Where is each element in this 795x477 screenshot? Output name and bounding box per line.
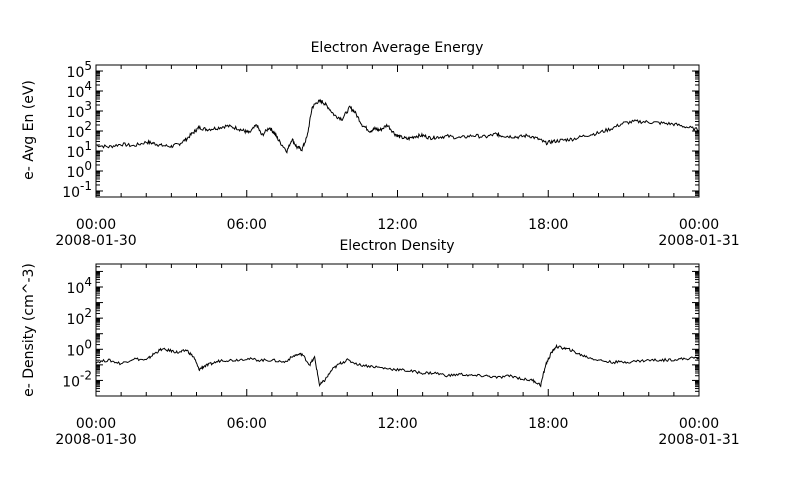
- energy-y-axis-label: e- Avg En (eV): [21, 80, 37, 180]
- energy-y-tick-label: 105: [67, 59, 92, 81]
- density-x-tick-label: 00:00: [679, 416, 719, 432]
- density-panel: Electron Density e- Density (cm^-3) 00:0…: [21, 238, 740, 448]
- energy-y-tick-label: 101: [67, 139, 92, 161]
- density-x-tick-label: 06:00: [227, 416, 267, 432]
- density-y-tick-label: 10-2: [62, 368, 92, 390]
- density-x-tick-label: 18:00: [528, 416, 568, 432]
- density-series-line: [95, 343, 700, 388]
- density-x-date-label: 2008-01-31: [658, 432, 739, 448]
- energy-series: [96, 98, 700, 154]
- density-y-axis-label: e- Density (cm^-3): [21, 263, 37, 397]
- energy-x-tick-label: 12:00: [377, 217, 417, 233]
- energy-y-ticks: [96, 64, 699, 198]
- density-plot-frame: [95, 263, 700, 397]
- energy-y-tick-label: 102: [67, 119, 92, 141]
- energy-y-tick-label: 100: [67, 159, 92, 181]
- density-y-tick-label: 100: [67, 337, 92, 359]
- energy-y-tick-label: 104: [67, 79, 92, 101]
- energy-plot-frame: [95, 64, 700, 198]
- density-y-tick-label: 102: [67, 306, 92, 328]
- density-x-ticks: [95, 264, 700, 396]
- density-y-tick-label: 104: [67, 275, 92, 297]
- energy-x-tick-label: 06:00: [227, 217, 267, 233]
- energy-y-tick-label: 103: [67, 99, 92, 121]
- energy-x-date-label: 2008-01-30: [55, 233, 136, 249]
- energy-chart-title: Electron Average Energy: [311, 40, 484, 56]
- energy-x-tick-label: 18:00: [528, 217, 568, 233]
- energy-x-ticks: [95, 65, 700, 197]
- density-x-tick-label: 12:00: [377, 416, 417, 432]
- density-chart-title: Electron Density: [339, 238, 454, 254]
- density-series: [95, 343, 700, 388]
- energy-y-tick-label: 10-1: [62, 179, 92, 201]
- density-x-date-label: 2008-01-30: [55, 432, 136, 448]
- energy-x-date-label: 2008-01-31: [658, 233, 739, 249]
- density-y-tick-labels: 104 102 100 10-2: [62, 275, 92, 390]
- energy-series-line: [96, 98, 700, 154]
- energy-x-tick-label: 00:00: [679, 217, 719, 233]
- energy-x-tick-label: 00:00: [76, 217, 116, 233]
- density-y-ticks: [96, 263, 699, 397]
- density-x-tick-label: 00:00: [76, 416, 116, 432]
- energy-panel: Electron Average Energy e- Avg En (eV) 0…: [21, 40, 740, 249]
